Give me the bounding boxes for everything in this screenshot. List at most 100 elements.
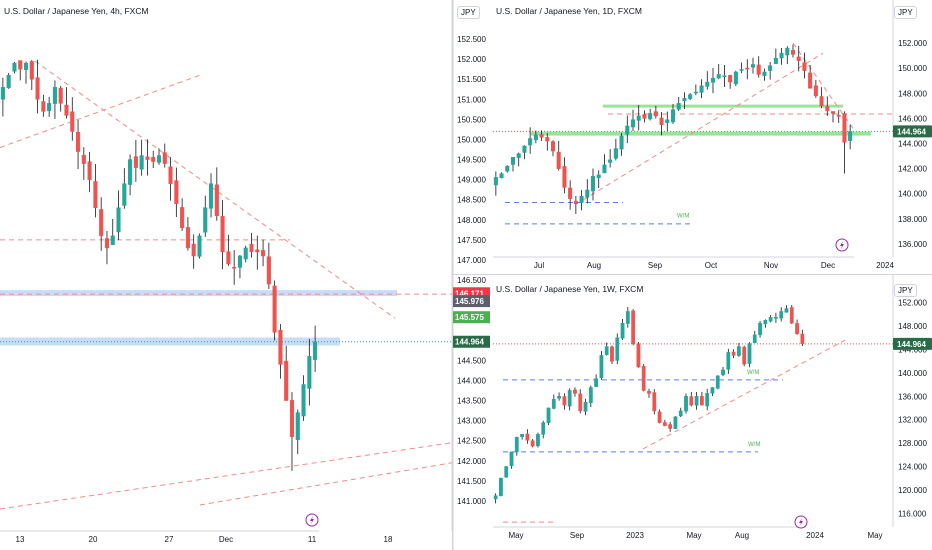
chart-pane-4h[interactable]: 152.500152.000151.500151.000150.500150.0… [0,0,452,550]
candle-up [694,396,699,406]
y-tick-label: 152.000 [898,299,927,308]
candle-up [737,346,741,356]
x-tick-label: 2024 [876,261,894,270]
chart-1w-svg[interactable]: 146.500146.000145.500145.000144.500144.0… [453,275,932,550]
candle-down [789,307,794,324]
candle-down [81,155,86,164]
chart-1d-svg[interactable]: 152.500 152.000 151.500 151.000 150.500 150.0… [453,0,932,274]
y-tick-label: 136.000 [898,240,927,249]
currency-badge-1w[interactable]: JPY [894,284,917,297]
candle-down [610,346,614,362]
trendline [642,339,846,450]
x-tick-label: 27 [165,535,174,544]
chart-pane-1d[interactable]: 152.500 152.000 151.500 151.000 150.500 150.0… [453,0,932,274]
candle-down [662,422,667,426]
left-y-tick-label: 144.500 [457,356,486,365]
y-tick-label: 128.000 [898,439,927,448]
candle-up [313,341,318,360]
candle-down [232,267,237,269]
y-tick-label: 146.000 [898,114,927,123]
candle-up [116,207,121,233]
candle-down [550,141,556,152]
y-tick-label: 152.000 [898,39,927,48]
candle-down [249,243,254,253]
chart-4h-svg[interactable]: 152.500152.000151.500151.000150.500150.0… [0,0,452,550]
candle-up [533,134,538,141]
candle-down [278,329,283,365]
left-y-tick-label: 141.500 [457,477,486,486]
left-y-tick-label: 151.500 [457,75,486,84]
price-label-box [893,337,932,350]
candle-down [657,411,662,423]
candle-up [128,159,133,185]
candle-up [716,74,721,79]
candle-down [284,360,289,401]
y-tick-label: 140.000 [898,369,927,378]
candle-up [758,322,762,336]
candle-down [573,389,577,394]
y-tick-label: 150.000 [898,64,927,73]
y-tick-label: 138.000 [898,215,927,224]
y-tick-label: 144.000 [898,346,927,355]
candle-down [151,157,156,162]
candle-down [29,61,34,80]
candle-up [596,174,601,179]
candle-up [693,91,698,94]
candle-up [630,119,636,128]
candle-down [556,151,561,169]
candle-down [790,50,796,55]
x-tick-label: Sep [648,261,663,270]
candle-up [585,189,590,198]
candle-down [699,395,704,406]
x-tick-label: Sep [570,531,585,540]
candle-up [514,437,519,453]
candle-down [842,113,847,143]
candle-up [551,398,556,409]
candle-up [499,477,503,497]
candle-down [819,96,824,107]
candle-up [504,466,509,478]
pane-divider-horizontal[interactable] [452,274,932,275]
candle-down [99,209,104,237]
candle-down [659,117,664,125]
wm-annotation: W/M [677,214,689,220]
left-y-tick-label: 147.500 [457,236,486,245]
candle-up [528,138,533,146]
candle-up [520,434,524,438]
x-tick-label: 11 [308,535,317,544]
candle-down [191,243,196,257]
price-label-box-4h [453,295,490,308]
pane-divider-vertical[interactable] [452,0,453,550]
price-label-text-4h: 145.575 [455,313,484,322]
candle-down [180,207,185,229]
candle-down [255,249,260,253]
currency-badge-4h[interactable]: JPY [457,6,480,19]
candle-up [579,196,584,203]
left-y-tick-label: 148.000 [457,216,486,225]
candle-down [742,346,747,365]
chart-pane-1w[interactable]: 146.500146.000145.500145.000144.500144.0… [453,275,932,550]
candle-up [688,94,693,99]
candle-up [493,495,498,500]
candle-down [641,366,646,391]
candle-up [557,396,561,399]
trendline [34,60,396,319]
candle-down [58,87,63,104]
candle-up [12,62,17,72]
candle-up [197,235,202,257]
candle-up [636,115,641,121]
y-tick-label: 136.000 [898,392,927,401]
resistance-zone [531,131,871,136]
lightning-glyph [310,516,314,524]
candle-down [185,227,190,249]
candle-up [678,410,683,417]
candle-down [813,85,818,97]
price-label-text-4h: 144.964 [455,338,484,347]
currency-badge-right-1d[interactable]: JPY [894,6,917,19]
x-tick-label: 20 [89,535,98,544]
candle-up [726,352,731,370]
candle-up [648,113,653,120]
left-y-tick-label: 152.500 [457,35,486,44]
candle-down [800,333,805,345]
candle-down [70,111,75,132]
